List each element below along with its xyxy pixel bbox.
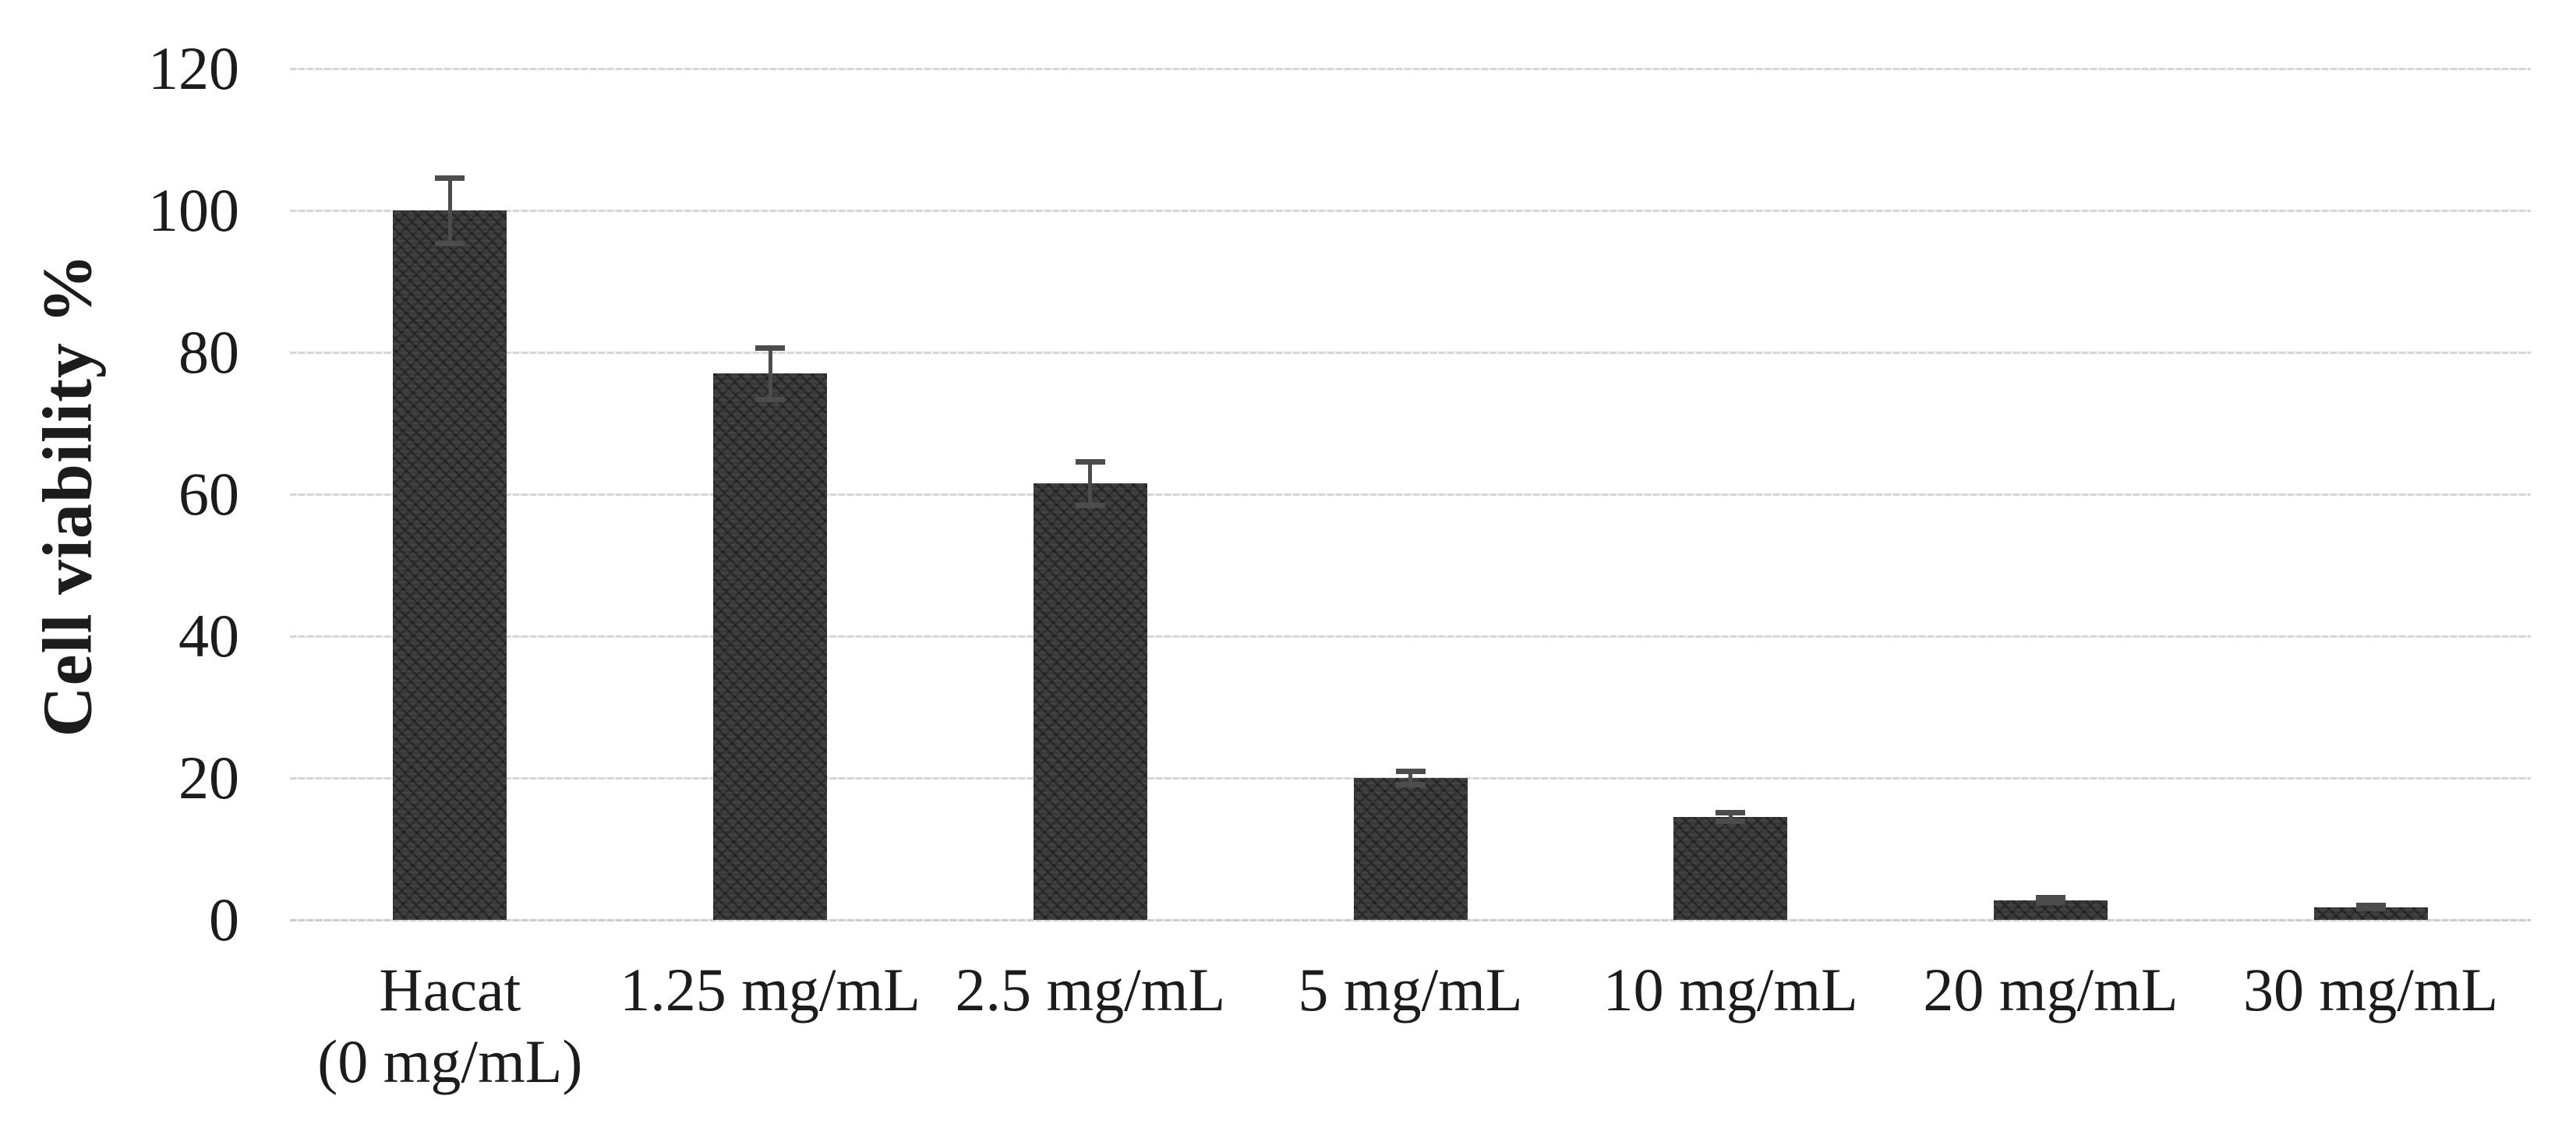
error-bar-whisker [447, 175, 452, 246]
bar [393, 210, 507, 920]
error-bar-top-cap [1395, 769, 1426, 775]
x-tick-label: 20 mg/mL [1923, 956, 2178, 1024]
error-bar-top-cap [1716, 809, 1746, 815]
x-tick-label: Hacat (0 mg/mL) [317, 956, 583, 1095]
error-bar-whisker [1088, 458, 1093, 509]
x-tick-label: 10 mg/mL [1602, 956, 1858, 1024]
y-tick-label-40: 40 [178, 602, 239, 670]
error-bar-bottom-cap [435, 240, 465, 246]
gridline-60 [290, 493, 2531, 496]
bar [1993, 900, 2108, 920]
x-tick-label: 30 mg/mL [2243, 956, 2499, 1024]
error-bar-bottom-cap [2035, 899, 2065, 905]
y-tick-label-0: 0 [209, 886, 239, 953]
y-tick-label-120: 120 [148, 34, 239, 102]
y-tick-label-20: 20 [178, 744, 239, 812]
bar [1353, 778, 1468, 920]
x-tick-label: 5 mg/mL [1298, 956, 1523, 1024]
bar [1033, 483, 1147, 920]
error-bar-top-cap [435, 175, 465, 181]
y-tick-label-60: 60 [178, 460, 239, 528]
error-bar-whisker [768, 345, 772, 402]
error-bar-bottom-cap [1075, 503, 1105, 509]
gridline-100 [290, 209, 2531, 212]
y-tick-label-100: 100 [148, 176, 239, 244]
error-bar-bottom-cap [2355, 906, 2386, 912]
error-bar-whisker [1408, 769, 1412, 787]
error-bar-top-cap [2355, 903, 2386, 909]
error-bar-top-cap [1075, 458, 1105, 465]
bar [713, 373, 828, 920]
bar [2313, 907, 2428, 920]
error-bar-top-cap [755, 345, 786, 351]
plot-area [290, 67, 2531, 921]
gridline-80 [290, 351, 2531, 354]
error-bar-bottom-cap [1716, 819, 1746, 825]
x-tick-label: 2.5 mg/mL [955, 956, 1226, 1024]
error-bar-bottom-cap [755, 396, 786, 402]
gridline-40 [290, 635, 2531, 638]
error-bar-top-cap [2035, 895, 2065, 901]
error-bar-whisker [1728, 809, 1733, 825]
y-tick-label-80: 80 [178, 318, 239, 386]
gridline-0 [290, 918, 2531, 921]
error-bar-bottom-cap [1395, 781, 1426, 787]
gridline-120 [290, 67, 2531, 70]
bar [1673, 817, 1788, 920]
x-tick-label: 1.25 mg/mL [620, 956, 921, 1024]
